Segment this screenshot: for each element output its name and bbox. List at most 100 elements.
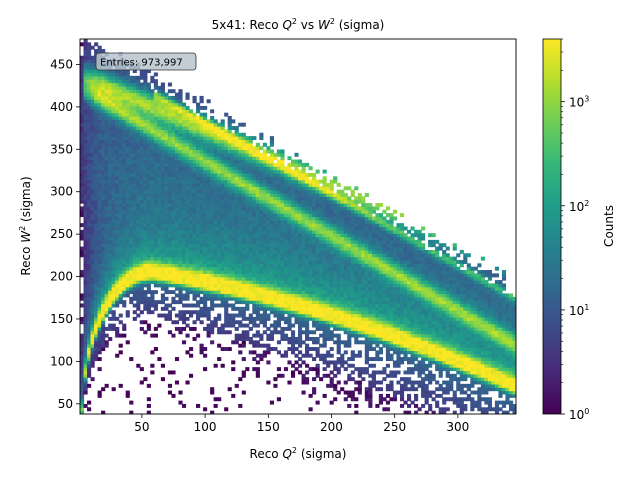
- heatmap-cell: [203, 179, 208, 184]
- heatmap-cell: [262, 233, 267, 238]
- heatmap-cell: [238, 313, 243, 318]
- heatmap-cell: [248, 179, 253, 184]
- heatmap-cell: [340, 196, 345, 201]
- heatmap-cell: [280, 172, 285, 177]
- heatmap-cell: [115, 102, 120, 107]
- heatmap-cell: [101, 213, 106, 218]
- heatmap-cell: [104, 256, 109, 261]
- heatmap-cell: [231, 306, 236, 311]
- heatmap-cell: [157, 266, 162, 271]
- heatmap-cell: [266, 266, 271, 271]
- heatmap-cell: [143, 189, 148, 194]
- heatmap-cell: [111, 75, 116, 80]
- heatmap-cell: [262, 290, 267, 295]
- heatmap-cell: [167, 189, 173, 194]
- heatmap-cell: [160, 283, 165, 288]
- heatmap-cell: [101, 85, 106, 90]
- heatmap-cell: [157, 149, 162, 154]
- heatmap-cell: [262, 203, 267, 208]
- heatmap-cell: [181, 162, 187, 167]
- heatmap-cell: [125, 182, 130, 187]
- heatmap-cell: [87, 340, 92, 345]
- heatmap-cell: [167, 390, 173, 395]
- heatmap-cell: [129, 139, 134, 144]
- heatmap-cell: [319, 253, 324, 258]
- heatmap-cell: [139, 72, 144, 77]
- heatmap-cell: [97, 323, 102, 328]
- heatmap-cell: [283, 223, 289, 228]
- heatmap-cell: [192, 253, 197, 258]
- heatmap-cell: [245, 216, 250, 221]
- heatmap-cell: [111, 226, 116, 231]
- heatmap-cell: [171, 270, 176, 274]
- heatmap-cell: [248, 256, 253, 261]
- heatmap-cell: [125, 233, 130, 238]
- heatmap-cell: [224, 256, 229, 261]
- heatmap-cell: [252, 172, 257, 177]
- heatmap-cell: [301, 199, 306, 204]
- heatmap-cell: [203, 283, 208, 288]
- heatmap-cell: [206, 259, 211, 264]
- heatmap-cell: [340, 226, 345, 231]
- heatmap-cell: [329, 280, 334, 285]
- heatmap-cell: [206, 146, 211, 151]
- heatmap-cell: [146, 239, 151, 244]
- heatmap-cell: [118, 233, 123, 238]
- heatmap-cell: [104, 186, 109, 191]
- heatmap-cell: [129, 236, 134, 241]
- heatmap-cell: [227, 283, 232, 288]
- heatmap-cell: [283, 203, 289, 208]
- heatmap-cell: [199, 280, 204, 285]
- heatmap-cell: [276, 239, 282, 244]
- heatmap-cell: [238, 263, 243, 268]
- heatmap-cell: [276, 286, 282, 291]
- heatmap-cell: [305, 300, 310, 305]
- heatmap-cell: [115, 209, 120, 214]
- heatmap-cell: [213, 122, 218, 127]
- heatmap-cell: [329, 179, 334, 184]
- heatmap-cell: [227, 263, 232, 268]
- heatmap-cell: [308, 253, 313, 258]
- heatmap-cell: [266, 326, 271, 331]
- heatmap-cell: [280, 270, 285, 274]
- heatmap-cell: [231, 176, 236, 181]
- heatmap-cell: [276, 350, 282, 355]
- heatmap-cell: [143, 172, 148, 177]
- heatmap-cell: [280, 306, 285, 311]
- heatmap-cell: [273, 172, 278, 177]
- heatmap-cell: [118, 283, 123, 288]
- heatmap-cell: [181, 213, 187, 218]
- heatmap-cell: [104, 310, 109, 315]
- heatmap-cell: [305, 276, 310, 281]
- heatmap-cell: [90, 72, 95, 77]
- heatmap-cell: [276, 189, 282, 194]
- heatmap-cell: [94, 320, 99, 325]
- heatmap-cell: [315, 199, 320, 204]
- heatmap-cell: [87, 82, 92, 87]
- heatmap-cell: [262, 239, 267, 244]
- heatmap-cell: [245, 196, 250, 201]
- heatmap-cell: [322, 367, 327, 372]
- heatmap-cell: [280, 169, 285, 174]
- heatmap-cell: [199, 139, 204, 144]
- heatmap-cell: [174, 152, 180, 157]
- heatmap-cell: [108, 166, 113, 171]
- heatmap-cell: [153, 239, 158, 244]
- heatmap-cell: [185, 129, 190, 134]
- heatmap-cell: [220, 280, 225, 285]
- heatmap-cell: [157, 270, 162, 274]
- heatmap-cell: [83, 213, 88, 218]
- heatmap-cell: [298, 203, 303, 208]
- heatmap-cell: [248, 276, 253, 281]
- heatmap-cell: [189, 347, 194, 351]
- heatmap-cell: [283, 226, 289, 231]
- heatmap-cell: [101, 226, 106, 231]
- heatmap-cell: [108, 132, 113, 137]
- heatmap-cell: [189, 219, 194, 224]
- heatmap-cell: [203, 296, 208, 301]
- heatmap-cell: [280, 189, 285, 194]
- heatmap-cell: [312, 270, 317, 274]
- heatmap-cell: [122, 239, 127, 244]
- heatmap-cell: [329, 283, 334, 288]
- heatmap-cell: [340, 263, 345, 268]
